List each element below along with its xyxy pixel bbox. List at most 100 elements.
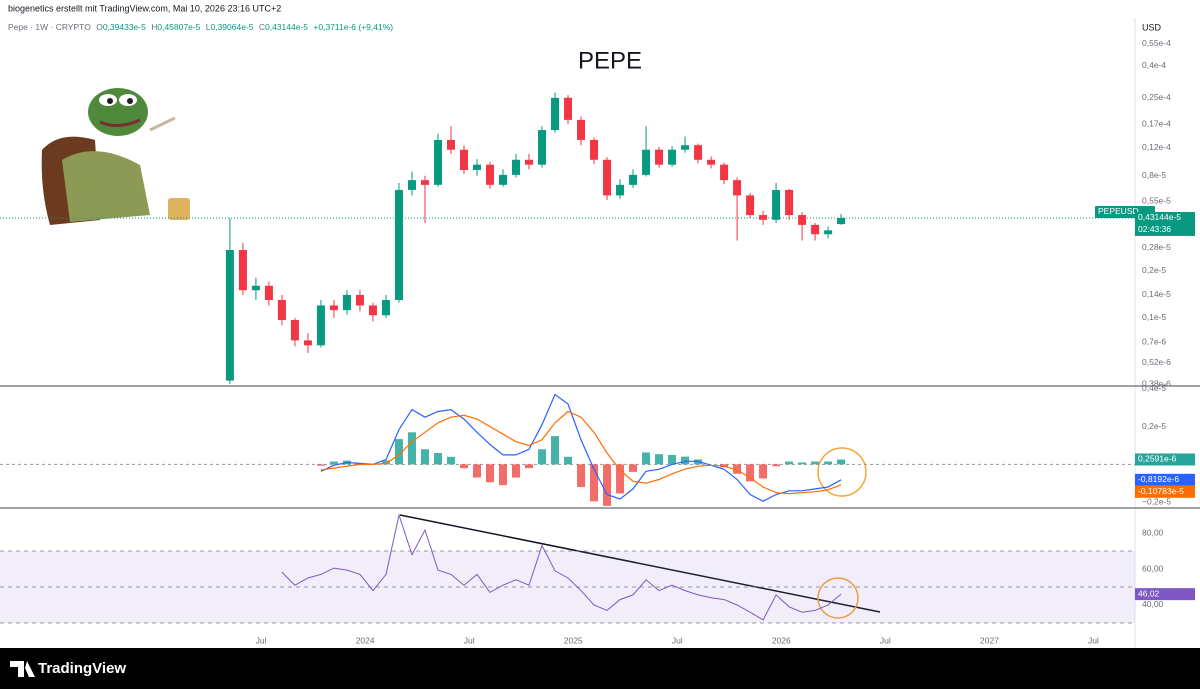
histogram-bar	[472, 464, 481, 478]
candle-body	[746, 195, 755, 216]
candle-body	[394, 189, 403, 300]
histogram-bar	[329, 461, 338, 465]
y-tick-label: 0,55e-5	[1142, 196, 1171, 206]
histogram-bar	[551, 436, 560, 465]
histogram-bar	[564, 456, 573, 465]
candle-body	[264, 285, 273, 300]
candle-body	[342, 294, 351, 311]
candle-body	[329, 305, 338, 311]
y-tick-label: 0,2e-5	[1142, 265, 1166, 275]
ohlc-value: 0,45807e-5	[157, 22, 200, 32]
candle-body	[616, 184, 625, 196]
indicator-line	[320, 410, 842, 495]
histogram-bar	[459, 464, 468, 469]
brand: TradingView	[38, 660, 126, 677]
histogram-bar	[759, 464, 768, 479]
symbol-line: Pepe · 1W · CRYPTO	[8, 22, 91, 32]
footer-bar	[0, 648, 1200, 689]
x-tick-label: Jul	[1088, 635, 1099, 645]
y-tick-label: 0,25e-4	[1142, 92, 1171, 102]
y-tick-label: 0,4e-4	[1142, 60, 1166, 70]
candle-body	[459, 149, 468, 170]
histogram-bar	[485, 464, 494, 483]
candle-body	[225, 250, 234, 381]
y-tick-label: 0,17e-4	[1142, 118, 1171, 128]
histogram-bar	[668, 454, 677, 465]
candle-body	[694, 145, 703, 160]
candle-body	[368, 305, 377, 316]
price-tag-value: 0,43144e-5	[1138, 212, 1181, 222]
trend-line	[399, 514, 881, 613]
y-tick-label: 0,38e-6	[1142, 378, 1171, 388]
candle-body	[525, 159, 534, 165]
y-tick-label: 0,52e-6	[1142, 357, 1171, 367]
chart-title: PEPE	[578, 47, 642, 74]
y-tick-label: 0,12e-4	[1142, 142, 1171, 152]
histogram-bar	[772, 464, 781, 467]
y-tick-label: 0,8e-5	[1142, 170, 1166, 180]
candle-body	[642, 149, 651, 175]
candle-body	[577, 119, 586, 140]
histogram-bar	[498, 464, 507, 486]
value-tag-box	[1135, 588, 1195, 601]
candle-body	[551, 97, 560, 131]
candle-body	[811, 224, 820, 235]
candle-body	[759, 215, 768, 220]
histogram-bar	[785, 461, 794, 465]
y-tick-label: 0,28e-5	[1142, 242, 1171, 252]
x-tick-label: 2024	[356, 635, 375, 645]
candle-body	[420, 180, 429, 185]
histogram-bar	[381, 460, 390, 465]
value-tag: -0,8192e-6	[1138, 474, 1179, 484]
value-tag-box	[1135, 473, 1195, 486]
y-tick-label: 0,14e-5	[1142, 289, 1171, 299]
histogram-bar	[811, 461, 820, 465]
value-tag-box	[1135, 485, 1195, 498]
histogram-bar	[407, 432, 416, 465]
histogram-bar	[629, 464, 638, 472]
candle-body	[303, 340, 312, 346]
histogram-bar	[394, 439, 403, 465]
histogram-bar	[798, 462, 807, 465]
candle-body	[485, 164, 494, 185]
candle-body	[590, 139, 599, 160]
value-tag: -0,10783e-5	[1138, 486, 1184, 496]
candle-body	[251, 285, 260, 291]
y-tick-label: 0,55e-4	[1142, 38, 1171, 48]
x-tick-label: Jul	[256, 635, 267, 645]
y-tick-label: 0,1e-5	[1142, 312, 1166, 322]
histogram-bar	[837, 459, 846, 465]
x-tick-label: 2025	[564, 635, 583, 645]
ohlc-label: H	[151, 22, 157, 32]
histogram-bar	[577, 464, 586, 487]
candle-body	[681, 145, 690, 150]
histogram-bar	[603, 464, 612, 506]
candle-body	[733, 180, 742, 196]
x-tick-label: Jul	[672, 635, 683, 645]
candle-body	[785, 189, 794, 216]
legend-line: Pepe · 1W · CRYPTO O0,39433e-5 H0,45807e…	[8, 22, 393, 32]
histogram-bar	[681, 456, 690, 465]
candle-body	[837, 217, 846, 225]
candle-body	[772, 189, 781, 220]
histogram-bar	[746, 464, 755, 482]
candle-body	[707, 159, 716, 165]
candle-body	[798, 215, 807, 225]
histogram-bar	[420, 449, 429, 465]
histogram-bar	[525, 464, 534, 469]
candle-body	[603, 159, 612, 196]
histogram-bar	[733, 464, 742, 474]
ohlc-label: C	[259, 22, 265, 32]
histogram-bar	[655, 454, 664, 465]
histogram-bar	[642, 452, 651, 465]
x-tick-label: 2026	[772, 635, 791, 645]
indicator-line	[320, 393, 842, 502]
histogram-bar	[590, 464, 599, 502]
price-tag-symbol: PEPEUSD	[1098, 206, 1139, 216]
value-tag: 46,02	[1138, 588, 1160, 598]
candle-body	[720, 164, 729, 181]
candle-body	[277, 299, 286, 321]
histogram-bar	[446, 456, 455, 465]
